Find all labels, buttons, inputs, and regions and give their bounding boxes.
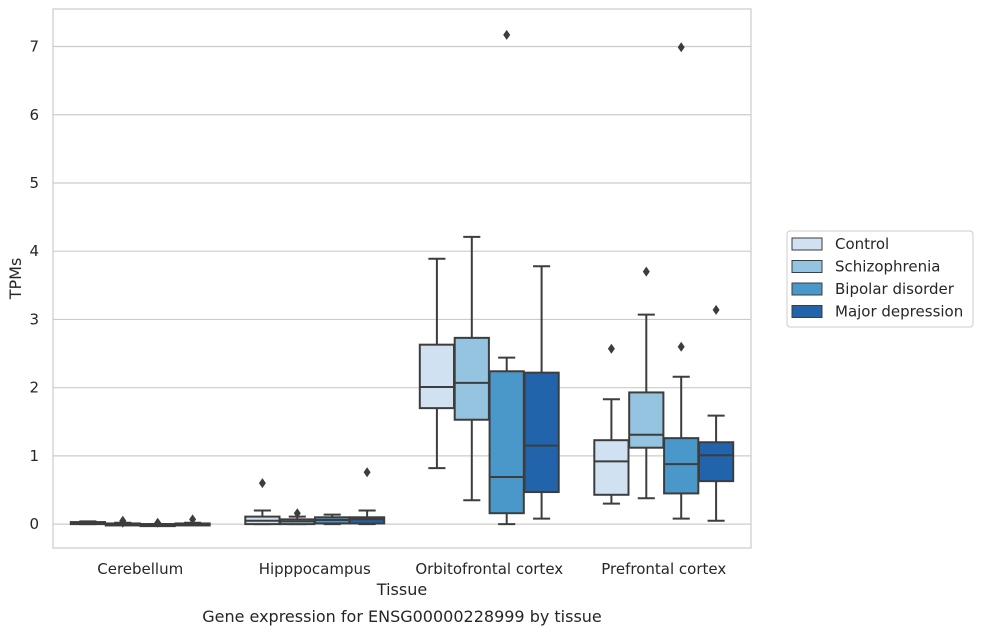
x-tick-labels: Cerebellum Hipppocampus Orbitofrontal cort…	[97, 560, 726, 578]
x-tick-label: Orbitofrontal cortex	[415, 560, 563, 578]
outlier-point	[189, 514, 197, 525]
outlier-point	[293, 508, 301, 519]
box-group	[488, 29, 525, 526]
outlier-point	[607, 343, 615, 354]
box-group	[104, 515, 141, 528]
box-group	[663, 42, 700, 520]
box	[593, 439, 630, 496]
grid-lines	[53, 45, 751, 525]
legend-swatch	[791, 260, 823, 273]
legend-swatch	[791, 305, 823, 318]
legend-label: Control	[835, 235, 889, 253]
outlier-point	[363, 467, 371, 478]
legend: Control Schizophrenia Bipolar disorder Majo…	[786, 230, 974, 328]
plot-frame	[52, 8, 752, 549]
box-group	[453, 235, 490, 502]
y-tick-label: 3	[29, 310, 39, 328]
y-axis-label: TPMs	[6, 258, 25, 301]
y-tick-label: 4	[29, 242, 39, 260]
outlier-point	[642, 266, 650, 277]
box	[418, 343, 456, 410]
outlier-point	[119, 517, 127, 528]
box-group	[174, 514, 211, 527]
x-axis-label: Tissue	[376, 580, 427, 599]
y-tick-label: 7	[29, 38, 39, 56]
legend-label: Schizophrenia	[835, 258, 940, 276]
box-group	[418, 257, 456, 470]
box	[697, 441, 735, 483]
box-group	[314, 513, 351, 526]
legend-label: Bipolar disorder	[835, 280, 955, 298]
x-tick-label: Cerebellum	[97, 560, 183, 578]
outlier-point	[503, 29, 511, 40]
chart-caption: Gene expression for ENSG00000228999 by t…	[202, 607, 602, 626]
outlier-point	[154, 517, 162, 528]
legend-swatch	[791, 282, 823, 296]
legend-frame	[786, 230, 974, 328]
x-tick-label: Hipppocampus	[259, 560, 371, 578]
box-group	[279, 508, 316, 526]
box	[453, 336, 490, 421]
box-group	[697, 304, 735, 522]
legend-label: Major depression	[835, 303, 963, 321]
box-group	[628, 266, 665, 500]
box-group	[139, 517, 176, 528]
box	[628, 391, 665, 449]
legend-swatch	[791, 237, 823, 251]
x-tick-label: Prefrontal cortex	[601, 560, 726, 578]
box-group	[593, 343, 630, 505]
box	[523, 371, 560, 494]
outlier-point	[677, 42, 685, 53]
y-tick-label: 5	[29, 174, 39, 192]
box-group	[244, 478, 281, 526]
box	[488, 370, 525, 515]
y-tick-label: 1	[29, 447, 39, 465]
box-group	[69, 520, 107, 526]
y-tick-label: 2	[29, 379, 39, 397]
outlier-point	[258, 478, 266, 489]
outlier-point	[677, 341, 685, 352]
box-group	[348, 467, 386, 526]
outlier-point	[712, 304, 720, 315]
box	[348, 516, 386, 525]
box	[663, 437, 700, 495]
box-group	[523, 265, 560, 520]
box-plot-area	[69, 29, 735, 528]
y-tick-labels: 0 1 2 3 4 5 6 7	[29, 38, 39, 534]
y-tick-label: 0	[29, 515, 39, 533]
y-tick-label: 6	[29, 106, 39, 124]
